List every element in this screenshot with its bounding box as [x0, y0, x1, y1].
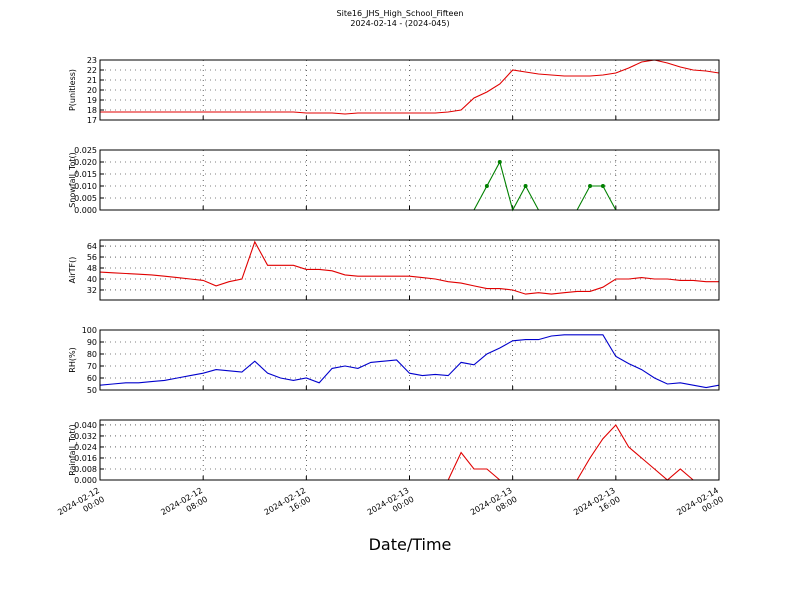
y-tick-label: 18: [87, 106, 97, 115]
y-tick-label: 0.040: [74, 421, 97, 430]
y-tick-label: 0.005: [74, 194, 97, 203]
y-tick-label: 0.020: [74, 158, 97, 167]
y-tick-label: 40: [87, 275, 97, 284]
y-tick-label: 70: [87, 362, 97, 371]
data-point: [600, 184, 605, 188]
y-axis-label: AirTF(): [68, 257, 77, 284]
y-axis-label: RH(%): [68, 347, 77, 372]
y-tick-label: 0.000: [74, 206, 97, 215]
data-point: [484, 184, 489, 188]
y-tick-label: 0.008: [74, 465, 97, 474]
x-tick-label: 2024-02-1300:00: [366, 486, 416, 526]
y-tick-label: 48: [87, 264, 97, 273]
data-point: [588, 184, 593, 188]
y-tick-label: 32: [87, 286, 97, 295]
y-axis-label: Rainfall_Tot(): [68, 424, 77, 476]
plot-frame: [99, 419, 720, 481]
y-tick-label: 0.024: [74, 443, 97, 452]
x-tick-label: 2024-02-1208:00: [159, 486, 209, 526]
x-tick-label: 2024-02-1216:00: [263, 486, 313, 526]
y-tick-label: 0.015: [74, 170, 97, 179]
plot-frame: [99, 329, 720, 391]
y-tick-label: 60: [87, 374, 97, 383]
y-tick-label: 56: [87, 253, 97, 262]
y-tick-label: 0.025: [74, 146, 97, 155]
y-tick-label: 0.000: [74, 476, 97, 485]
y-tick-label: 21: [87, 76, 97, 85]
y-tick-label: 0.016: [74, 454, 97, 463]
plot-frame: [99, 239, 720, 301]
chart-title: Site16_JHS_High_School_Fifteen: [337, 9, 464, 18]
y-tick-label: 64: [87, 242, 97, 251]
y-tick-label: 22: [87, 66, 97, 75]
y-tick-label: 0.010: [74, 182, 97, 191]
y-tick-label: 0.032: [74, 432, 97, 441]
data-point: [523, 184, 528, 188]
data-point: [497, 160, 502, 164]
y-tick-label: 100: [82, 326, 97, 335]
data-line: [99, 240, 719, 295]
x-axis-label: Date/Time: [369, 535, 452, 554]
y-tick-label: 50: [87, 386, 97, 395]
y-tick-label: 20: [87, 86, 97, 95]
x-tick-label: 2024-02-1308:00: [469, 486, 519, 526]
x-tick-label: 2024-02-1316:00: [572, 486, 622, 526]
y-axis-label: P(unitless): [68, 69, 77, 111]
chart-subtitle: 2024-02-14 - (2024-045): [350, 19, 449, 28]
y-tick-label: 80: [87, 350, 97, 359]
y-tick-label: 19: [87, 96, 97, 105]
y-tick-label: 17: [87, 116, 97, 125]
y-axis-label: Snowfall_Tot(): [68, 152, 77, 208]
data-line: [100, 424, 694, 481]
data-line: [99, 334, 720, 389]
x-tick-label: 2024-02-1400:00: [675, 486, 725, 526]
data-line: [100, 59, 720, 115]
x-tick-label: 2024-02-1200:00: [56, 486, 106, 526]
plot-frame: [99, 149, 720, 211]
plot-frame: [99, 59, 720, 121]
y-tick-label: 23: [87, 56, 97, 65]
y-tick-label: 90: [87, 338, 97, 347]
